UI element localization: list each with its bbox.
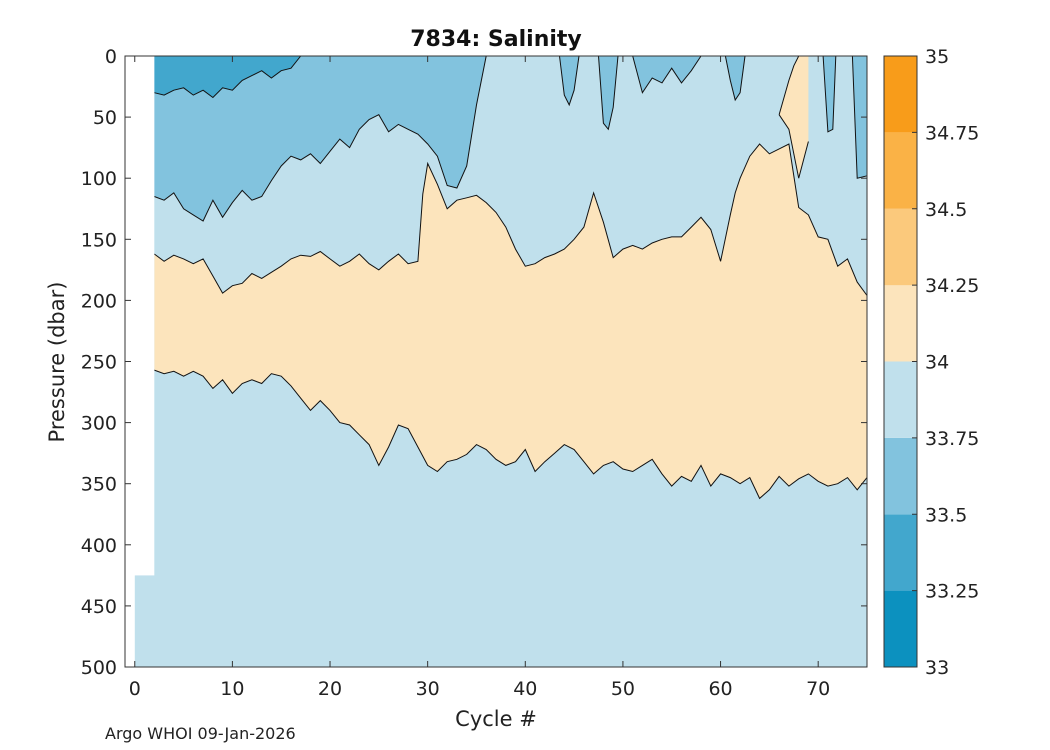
- colorbar-swatch: [884, 208, 917, 286]
- contour-line-salinity-33.5-33.75-spike-62: [724, 55, 746, 102]
- contour-salinity-33.5-33.75-spike-71: [823, 56, 836, 132]
- colorbar-swatch: [884, 590, 917, 667]
- y-axis: 0 50 100 150 200 250 300 350 400 450 500: [81, 46, 867, 679]
- contour-line-salinity-33.5-33.75-right-edge: [851, 55, 868, 179]
- y-tick-label: 350: [81, 474, 117, 496]
- x-tick-label: 30: [416, 678, 440, 700]
- contour-line-salinity-34.0-34.25: [154, 369, 868, 500]
- contour-line-salinity-33.25-33.5: [154, 55, 302, 99]
- x-tick-label: 10: [220, 678, 244, 700]
- colorbar-swatch: [884, 56, 917, 133]
- contour-salinity-34.0-34.25: [154, 144, 868, 499]
- contour-salinity-33.25-33.5: [154, 56, 301, 98]
- colorbar-tick-label: 34.25: [925, 275, 979, 297]
- contour-salinity-33.5-33.75-spike-48: [598, 56, 618, 130]
- x-tick-label: 40: [513, 678, 537, 700]
- y-tick-label: 400: [81, 535, 117, 557]
- contour-salinity-33.5-33.75: [154, 56, 487, 221]
- x-tick-label: 0: [129, 678, 141, 700]
- x-tick-label: 20: [318, 678, 342, 700]
- y-tick-label: 500: [81, 657, 117, 679]
- colorbar-tick-label: 33.5: [925, 504, 967, 526]
- contour-line-salinity-33.5-33.75-spike-48: [598, 55, 619, 131]
- contour-fill-group: [126, 55, 868, 667]
- chart-title: 7834: Salinity: [410, 27, 582, 52]
- colorbar-tick-label: 33.75: [925, 428, 979, 450]
- y-tick-label: 100: [81, 168, 117, 190]
- y-tick-label: 300: [81, 413, 117, 435]
- x-tick-label: 50: [611, 678, 635, 700]
- contour-salinity-34.0-34.25-patch-upper: [779, 56, 809, 179]
- y-tick-label: 150: [81, 229, 117, 251]
- contour-salinity-33.5-33.75-topright: [632, 56, 701, 93]
- x-axis: 0 10 20 30 40 50 60 70: [129, 56, 830, 700]
- colorbar: 33 33.25 33.5 33.75 34 34.25 34.5 34.75 35: [883, 46, 979, 679]
- colorbar-tick-label: 34.5: [925, 199, 967, 221]
- x-tick-label: 60: [708, 678, 732, 700]
- colorbar-tick-label: 33.25: [925, 581, 979, 603]
- missing-data-gap: [126, 56, 155, 576]
- colorbar-swatch: [884, 361, 917, 438]
- colorbar-tick-label: 33: [925, 657, 949, 679]
- y-tick-label: 450: [81, 596, 117, 618]
- y-axis-label: Pressure (dbar): [45, 282, 69, 443]
- colorbar-tick-label: 34: [925, 352, 949, 374]
- colorbar-tick-label: 34.75: [925, 122, 979, 144]
- contour-line-salinity-33.5-33.75-spike-71: [822, 55, 837, 133]
- y-tick-label: 200: [81, 290, 117, 312]
- colorbar-swatch: [884, 132, 917, 209]
- x-tick-label: 70: [806, 678, 830, 700]
- colorbar-tick-label: 35: [925, 46, 949, 68]
- colorbar-swatch: [884, 285, 917, 362]
- colorbar-swatch: [884, 437, 917, 515]
- contour-line-salinity-34.0-34.25-patch-upper: [778, 114, 809, 179]
- contour-line-salinity-33.5-33.75-topright: [632, 55, 702, 94]
- footer-credit: Argo WHOI 09-Jan-2026: [105, 724, 296, 743]
- y-tick-label: 250: [81, 352, 117, 374]
- y-tick-label: 0: [105, 46, 117, 68]
- x-axis-label: Cycle #: [455, 707, 537, 731]
- colorbar-swatch: [884, 514, 917, 591]
- contour-line-salinity-33.5-33.75: [154, 55, 487, 222]
- contour-line-top-salinity-34.0-34.25: [154, 143, 868, 296]
- y-tick-label: 50: [93, 107, 117, 129]
- contour-line-salinity-33.5-33.75-spike-44: [559, 55, 580, 107]
